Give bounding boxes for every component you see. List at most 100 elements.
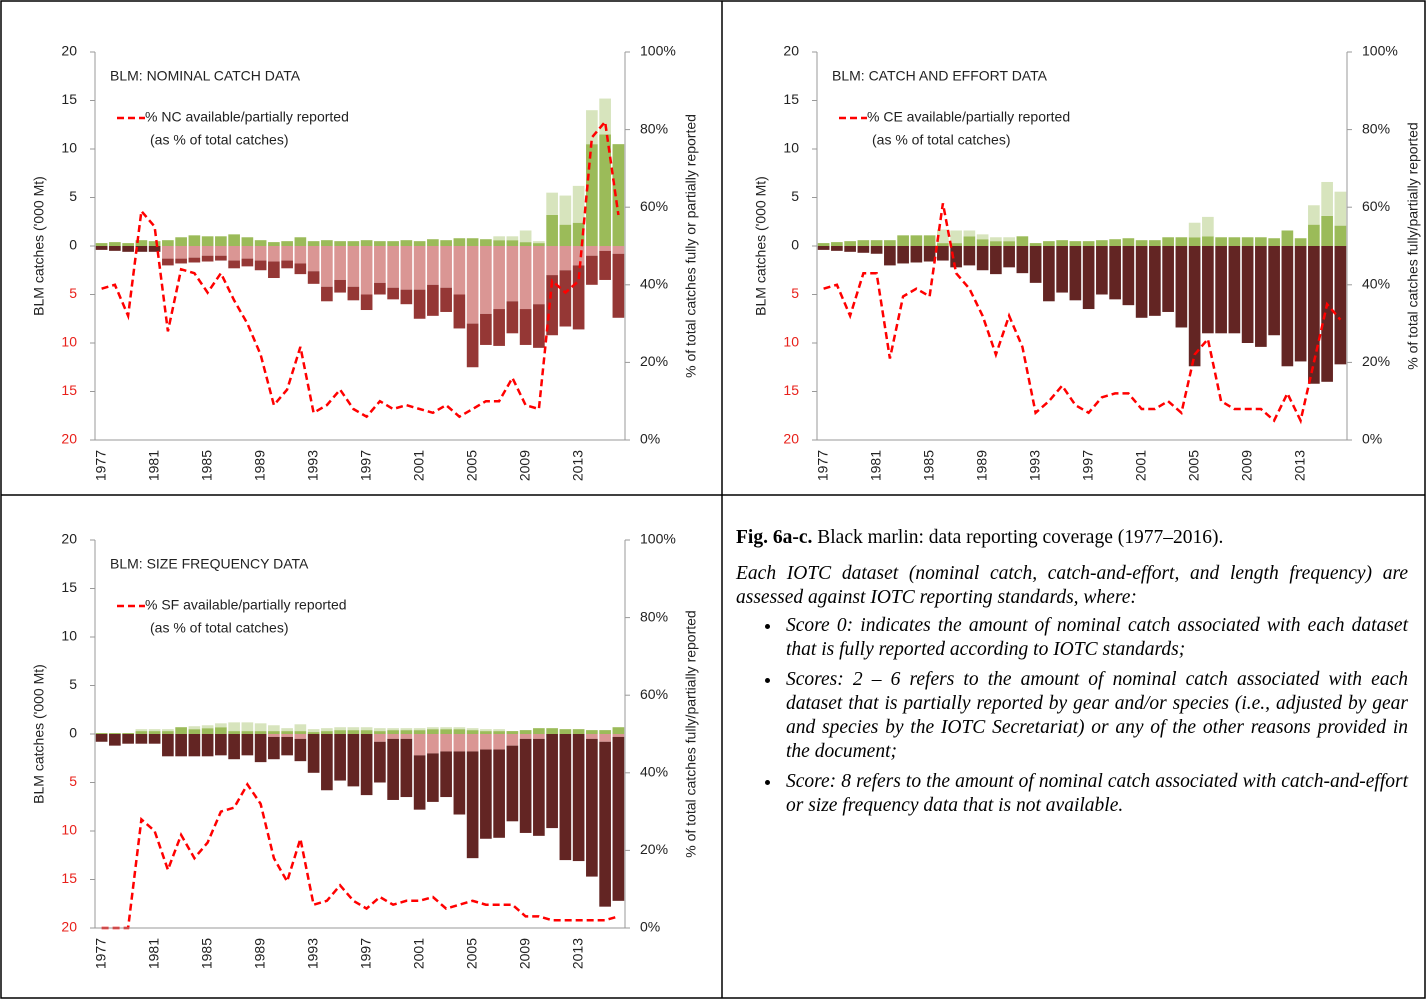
bar [334,727,346,731]
x-tick-label: 2005 [463,450,479,481]
bar [831,242,843,246]
bar [1228,246,1241,334]
bar [427,246,439,285]
bar [963,236,976,246]
bar [1241,246,1254,343]
bar [374,728,386,732]
bar [109,246,121,251]
bar [321,286,333,302]
bar [453,246,466,295]
bar [1082,241,1095,246]
chart: 20 15 10 5 0 5 10 15 20 0% 20% 40% 60% 80% 100% 1977 198… [31,531,699,969]
bar [334,734,346,781]
bar [1056,240,1068,246]
bar [963,230,976,237]
bar [228,731,240,734]
bar [1268,238,1280,246]
x-tick-label: 1985 [198,450,214,481]
bar [963,246,976,266]
bar [148,241,161,246]
bar [1334,225,1347,246]
bar [254,260,267,271]
x-tick-label: 2009 [516,450,532,481]
bar [897,235,909,246]
bar [281,246,293,261]
bar [201,725,214,729]
bar [1056,246,1068,293]
bar [400,246,413,290]
legend-note: (as % of total catches) [872,132,1011,148]
legend-note: (as % of total catches) [150,132,289,148]
bar [572,265,585,330]
bar [294,263,307,275]
bar [268,725,280,732]
bar [268,246,280,262]
bar [294,738,307,762]
bar [586,738,598,877]
x-tick-label: 2001 [1132,450,1148,481]
bar [1003,246,1015,268]
bar [201,236,214,246]
y2-tick-label: 100% [1362,43,1398,59]
bar [586,730,598,734]
bar [148,246,161,252]
bar [95,734,108,742]
chart-title: BLM: NOMINAL CATCH DATA [110,68,301,84]
bar [268,734,280,737]
line-series [101,118,620,419]
y2-tick-label: 0% [640,919,660,935]
bar [387,730,399,734]
bar [162,240,174,246]
bar [453,751,466,815]
y-axis-title: BLM catches ('000 Mt) [31,176,47,316]
bar [122,734,134,744]
y2-tick-label: 0% [1362,431,1382,447]
bar [480,246,492,314]
bar [1175,246,1188,328]
bar [374,741,386,783]
y-tick-label: 0 [69,237,77,253]
bar [857,240,870,246]
bar [228,734,240,760]
bar [1175,237,1188,246]
bar [506,240,519,246]
bar [1162,246,1174,312]
x-tick-label: 2009 [516,938,532,969]
bar [1255,237,1267,246]
y-axis-title: BLM catches ('000 Mt) [753,176,769,316]
y-tick-label: 10 [61,334,77,350]
bar [1162,237,1174,246]
y-tick-label: 10 [61,628,77,644]
y-tick-label: 15 [61,579,77,595]
bar [254,723,267,732]
bar [201,255,214,262]
bar [374,282,386,295]
bar [347,730,360,734]
bar [360,246,373,295]
bar [215,246,227,256]
caption-panel: Fig. 6a-c. Black marlin: data reporting … [736,526,1408,824]
bar [188,246,201,258]
bar [453,238,466,246]
y-tick-label: 5 [791,188,799,204]
x-tick-label: 1997 [1079,450,1095,481]
bar [990,246,1002,275]
bullet: Score 0: indicates the amount of nominal… [782,614,1408,662]
bar [241,734,254,756]
y-tick-label: 20 [61,43,77,59]
bar [228,246,240,261]
bar [1069,241,1082,246]
y-tick-label: 0 [791,237,799,253]
bar [1202,236,1214,246]
bar [334,241,346,246]
bar [884,240,896,246]
bar [294,246,307,264]
chart: 20 15 10 5 0 5 10 15 20 0% 20% 40% 60% 80% 100% 1977 198… [31,43,699,481]
bar [387,287,399,300]
bar [268,261,280,279]
bar [307,246,320,272]
bar [440,751,452,798]
bar [453,729,466,734]
